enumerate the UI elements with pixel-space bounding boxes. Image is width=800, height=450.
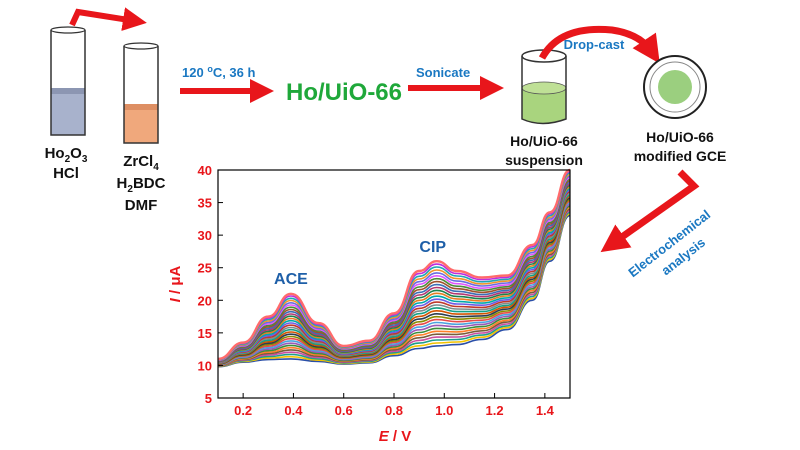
electrode-label-line2: modified GCE: [634, 148, 727, 164]
suspension-label-line1: Ho/UiO-66: [510, 133, 578, 149]
x-tick-label: 0.2: [234, 403, 252, 418]
x-tick-label: 1.4: [536, 403, 555, 418]
tube1-label-line2: HCl: [53, 165, 79, 182]
transfer-arrow: [69, 7, 147, 31]
tube2-label-line1: ZrCl4: [123, 153, 159, 173]
x-tick-label: 1.0: [435, 403, 453, 418]
tube2-label-line3: DMF: [125, 197, 158, 214]
x-tick-label: 1.2: [486, 403, 504, 418]
suspension-beaker: [521, 49, 567, 125]
step2-label: Sonicate: [416, 65, 470, 80]
y-tick-label: 15: [198, 326, 212, 341]
suspension-label-line2: suspension: [505, 152, 583, 168]
tube2-label-line2: H2BDC: [117, 175, 166, 195]
y-axis-label: I / μA: [167, 265, 184, 302]
x-tick-label: 0.6: [335, 403, 353, 418]
y-tick-label: 30: [198, 228, 212, 243]
x-tick-label: 0.4: [284, 403, 303, 418]
y-tick-label: 35: [198, 196, 212, 211]
analysis-arrow: [600, 169, 700, 253]
dpv-curve: [217, 210, 571, 367]
annotation-cip: CIP: [419, 239, 446, 256]
dpv-curve: [217, 168, 571, 361]
electrode-label-line1: Ho/UiO-66: [646, 129, 714, 145]
dpv-chart: 0.2 0.4 0.6 0.8 1.0 1.2 1.4 5 10 15 20 25 30 35 40 E /…: [167, 163, 571, 445]
y-tick-label: 10: [198, 358, 212, 373]
y-tick-label: 25: [198, 261, 212, 276]
product-label: Ho/UiO-66: [286, 79, 402, 106]
step1-label: 120 oC, 36 h: [182, 64, 255, 80]
axis-ticks: 0.2 0.4 0.6 0.8 1.0 1.2 1.4 5 10 15 20 25 30 35 40: [198, 163, 555, 418]
tube-zrcl4: [123, 42, 159, 144]
gce-electrode: [643, 55, 707, 119]
annotation-ace: ACE: [274, 271, 308, 288]
tube1-label-line1: Ho2O3: [45, 145, 88, 165]
x-tick-label: 0.8: [385, 403, 403, 418]
tube-hcl: [50, 26, 86, 136]
y-tick-label: 5: [205, 391, 212, 406]
dpv-curves: [217, 168, 571, 368]
dpv-curve: [217, 192, 571, 364]
y-tick-label: 40: [198, 163, 212, 178]
dropcast-label: Drop-cast: [564, 37, 625, 52]
y-tick-label: 20: [198, 293, 212, 308]
x-axis-label: E / V: [379, 428, 412, 445]
dropcast-arrow: [538, 25, 660, 64]
